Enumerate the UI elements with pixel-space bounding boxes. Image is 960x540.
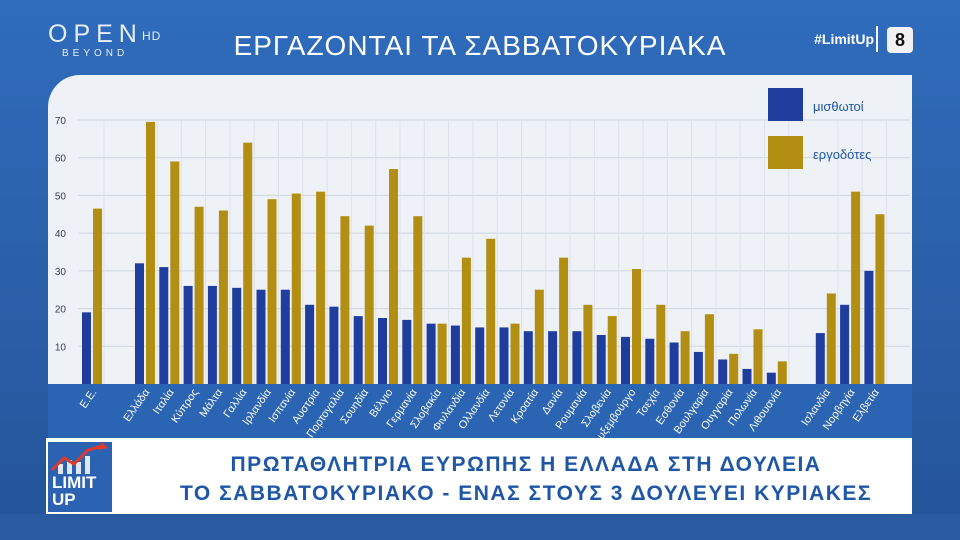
y-tick-label: 60 [55,154,67,165]
bar-employees [207,285,217,384]
bar-employers [777,361,787,384]
bar-employees [135,263,144,384]
bar-employees [766,372,776,384]
bar-employees [256,289,266,384]
bar-employees [645,338,655,384]
bar-employers [389,169,398,384]
legend-label: μισθωτοί [813,99,864,114]
bar-employers [340,216,350,384]
bar-employees [596,334,606,384]
badge-line-2: UP [52,490,76,509]
header-divider [876,26,878,52]
bar-employees [378,318,387,384]
bar-employers [851,191,861,384]
bar-employees [475,327,485,384]
bar-employers [632,268,641,384]
bar-employees [183,285,193,384]
bar-employers [656,304,666,384]
bar-employees [232,287,242,384]
badge-line-1: LIMIT [52,473,97,492]
y-tick-label: 20 [55,305,67,316]
bar-employees [305,304,315,384]
bar-employees [82,312,91,384]
bar-employees [402,319,412,384]
bar-employees [426,323,436,384]
bar-employers [875,214,885,384]
bar-employees [815,333,825,384]
channel-number-badge: 8 [887,27,913,53]
bar-employees [548,331,558,384]
bar-employers [510,323,520,384]
y-tick-label: 50 [55,191,67,202]
bar-employers [461,257,471,384]
y-tick-label: 30 [55,267,67,278]
bar-employers [243,142,253,384]
page-title: ΕΡΓΑΖΟΝΤΑΙ ΤΑ ΣΑΒΒΑΤΟΚΥΡΙΑΚΑ [233,30,727,61]
bar-employees [718,359,728,384]
bar-employees [523,331,533,384]
bar-employers [729,353,739,384]
bar-employers [704,314,714,384]
bar-employers [218,210,228,384]
bar-employers [680,331,690,384]
bar-employers [437,323,447,384]
lower-third-line-2: ΤΟ ΣΑΒΒΑΤΟΚΥΡΙΑΚΟ - ΕΝΑΣ ΣΤΟΥΣ 3 ΔΟΥΛΕΥΕ… [179,482,873,505]
y-tick-label: 40 [55,229,67,240]
bar-employees [572,331,582,384]
bar-employers [826,293,836,384]
y-tick-label: 70 [55,116,67,127]
bar-employees [159,267,169,384]
lower-third: ΠΡΩΤΑΘΛΗΤΡΙΑ ΕΥΡΩΠΗΣ Η ΕΛΛΑΔΑ ΣΤΗ ΔΟΥΛΕΙ… [46,438,912,514]
bar-employees [864,270,874,384]
logo-sub-text: BEYOND [62,48,129,59]
bar-employers [316,191,326,384]
bar-employees [742,368,752,384]
bar-employers [486,238,496,384]
y-tick-label: 10 [55,342,67,353]
bar-employers [413,216,423,384]
bar-employers [194,206,204,384]
bar-employees [329,306,339,384]
bar-employees [693,351,703,384]
bar-employees [499,327,509,384]
bar-employers [364,225,374,384]
bar-employees [840,304,850,384]
bar-employees [669,342,679,384]
bar-employees [280,289,290,384]
bar-employees [621,336,630,384]
bar-employers [170,161,180,384]
lower-third-line-1: ΠΡΩΤΑΘΛΗΤΡΙΑ ΕΥΡΩΠΗΣ Η ΕΛΛΑΔΑ ΣΤΗ ΔΟΥΛΕΙ… [230,453,822,476]
hashtag-label: #LimitUp [814,31,874,47]
legend-label: εργοδότες [813,147,871,162]
bar-employers [559,257,569,384]
channel-logo: OPEN HD BEYOND [48,20,160,60]
legend-swatch [768,88,803,121]
chart-panel: 10 20 30 40 50 60 70 Ε.Ε. Ελλάδα Ιταλία Κύπρος Μάλτ… [48,75,912,440]
limit-up-badge: LIMIT UP [46,440,114,514]
bar-employers [146,121,155,384]
bar-employers [753,329,763,384]
bar-employers [291,193,301,384]
trend-arrow-icon [50,442,108,474]
logo-main-text: OPEN [48,20,143,48]
bar-employees [353,316,363,384]
bar-employers [93,208,102,384]
x-axis-label-band [48,384,912,440]
bar-employers [267,199,277,384]
bar-employers [534,289,544,384]
legend-swatch [768,136,803,169]
bar-employees [450,325,460,384]
bottom-strip [0,514,960,540]
bar-employers [583,304,593,384]
logo-hd-text: HD [142,29,162,43]
bar-employers [607,316,617,384]
